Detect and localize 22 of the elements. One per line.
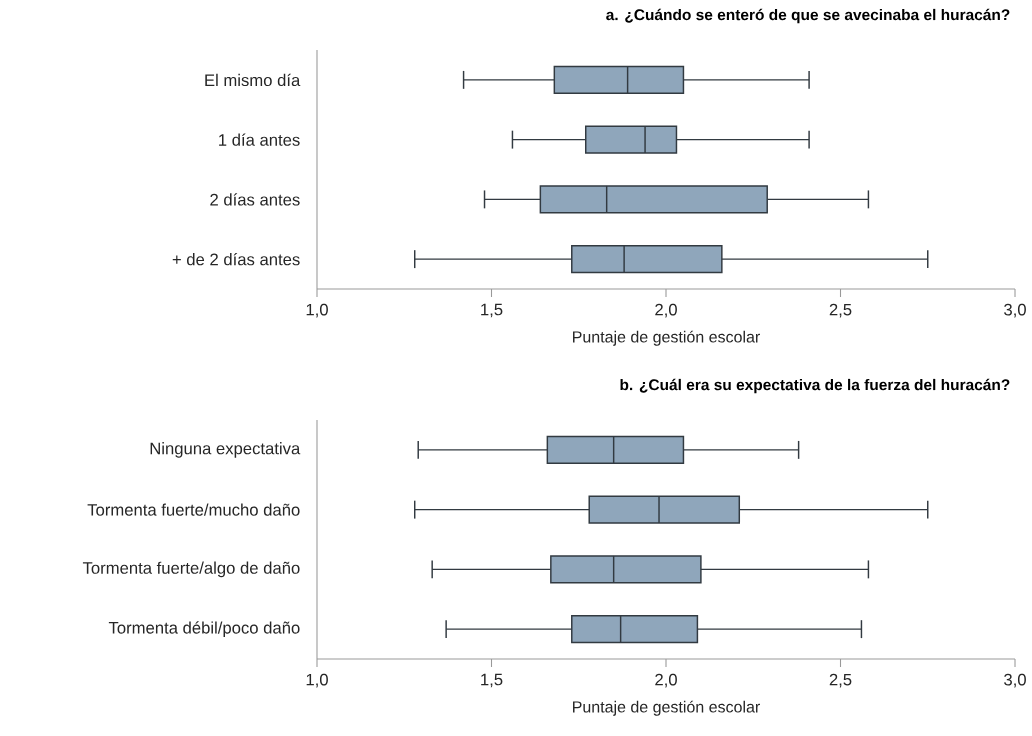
x-tick-label: 1,0 xyxy=(306,673,328,688)
x-tick-label: 2,5 xyxy=(829,303,852,318)
y-tick-label: El mismo día xyxy=(205,73,301,87)
y-tick-label: 1 día antes xyxy=(219,133,300,146)
y-tick-label: 2 días antes xyxy=(210,193,300,206)
x-axis-title: Puntaje de gestión escolar xyxy=(573,330,760,346)
y-tick-label: Tormenta fuerte/mucho daño xyxy=(87,503,300,516)
chart-title: b. ¿Cuál era su expectativa de la fuerza del huracán? xyxy=(620,378,1010,394)
y-tick-label: Tormenta fuerte/algo de daño xyxy=(82,561,300,578)
y-tick-label: + de 2 días antes xyxy=(172,252,300,266)
x-tick-label: 3,0 xyxy=(1004,673,1026,688)
y-tick-label: Ninguna expectativa xyxy=(150,442,301,458)
x-tick-label: 1,5 xyxy=(481,303,503,318)
x-tick-label: 3,0 xyxy=(1004,303,1026,318)
x-tick-label: 1,5 xyxy=(481,673,503,688)
chart-title: a. ¿Cuándo se enteró de que se avecinaba el huracán? xyxy=(606,8,1010,24)
x-tick-label: 2,0 xyxy=(655,303,677,318)
x-tick-label: 1,0 xyxy=(306,303,328,318)
x-axis-title: Puntaje de gestión escolar xyxy=(573,700,760,716)
y-tick-label: Tormenta débil/poco daño xyxy=(108,621,300,637)
x-tick-label: 2,0 xyxy=(655,673,677,688)
x-tick-label: 2,5 xyxy=(829,673,852,688)
